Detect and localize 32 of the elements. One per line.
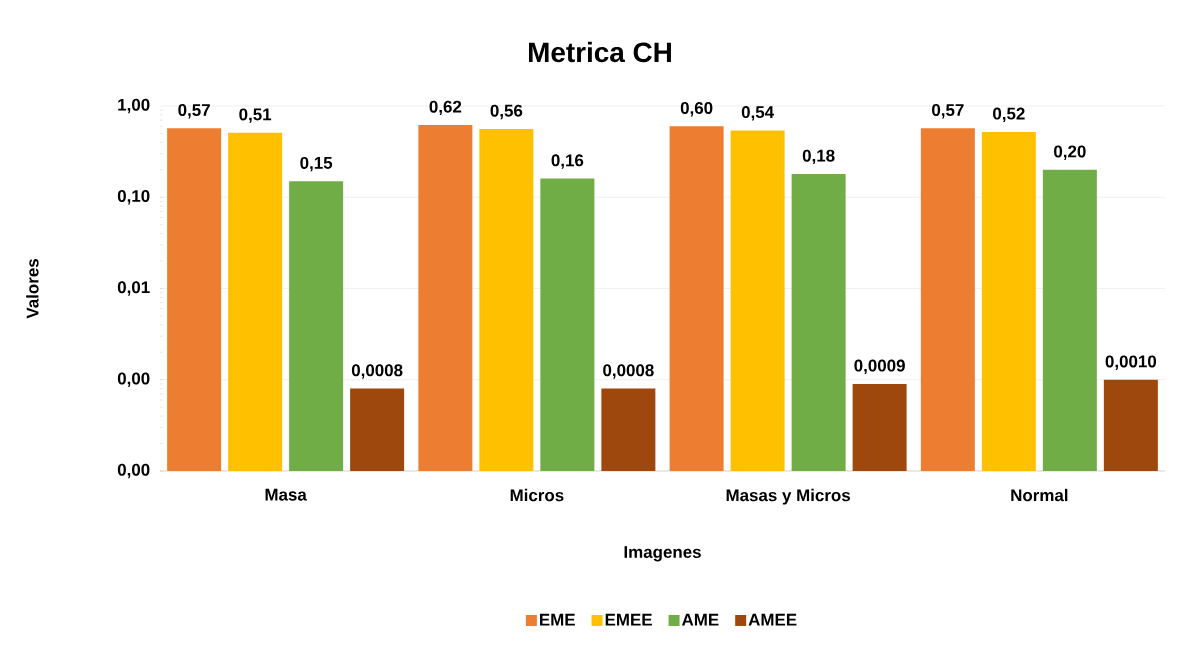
legend-label: AME	[681, 613, 719, 626]
chart-title: Metrica CH	[529, 41, 671, 63]
y-tick-label: 0,01	[117, 281, 150, 296]
data-label: 0,57	[178, 103, 210, 119]
data-label: 0,56	[490, 104, 523, 120]
data-label: 0,15	[300, 156, 333, 172]
data-label: 0,62	[429, 100, 462, 116]
y-axis-title: Valores	[26, 259, 39, 319]
data-label: 0,0008	[351, 364, 403, 379]
data-label: 0,54	[741, 106, 774, 121]
y-tick-label: 1,00	[118, 98, 150, 114]
x-tick-label: Masa	[265, 488, 307, 501]
x-tick-label: Micros	[510, 488, 564, 502]
x-axis-title: Imagenes	[624, 546, 701, 562]
data-label: 0,0008	[603, 364, 654, 379]
x-tick-label: Normal	[1011, 488, 1068, 502]
data-label: 0,60	[680, 101, 713, 117]
data-label: 0,0010	[1105, 355, 1157, 370]
legend-label: AMEE	[748, 613, 797, 626]
data-label: 0,52	[993, 107, 1025, 123]
data-label: 0,18	[802, 149, 835, 165]
data-label: 0,16	[551, 154, 584, 169]
legend-label: EME	[540, 613, 575, 626]
data-label: 0,0009	[854, 359, 905, 375]
x-tick-label: Masas y Micros	[726, 488, 850, 505]
data-label: 0,51	[239, 108, 272, 123]
data-label: 0,20	[1054, 145, 1086, 160]
legend-label: EMEE	[605, 613, 652, 626]
y-tick-label: 0,10	[117, 190, 150, 205]
y-tick-label: 0,00	[117, 463, 150, 479]
y-tick-label: 0,00	[117, 372, 150, 387]
data-label: 0,57	[932, 103, 964, 119]
